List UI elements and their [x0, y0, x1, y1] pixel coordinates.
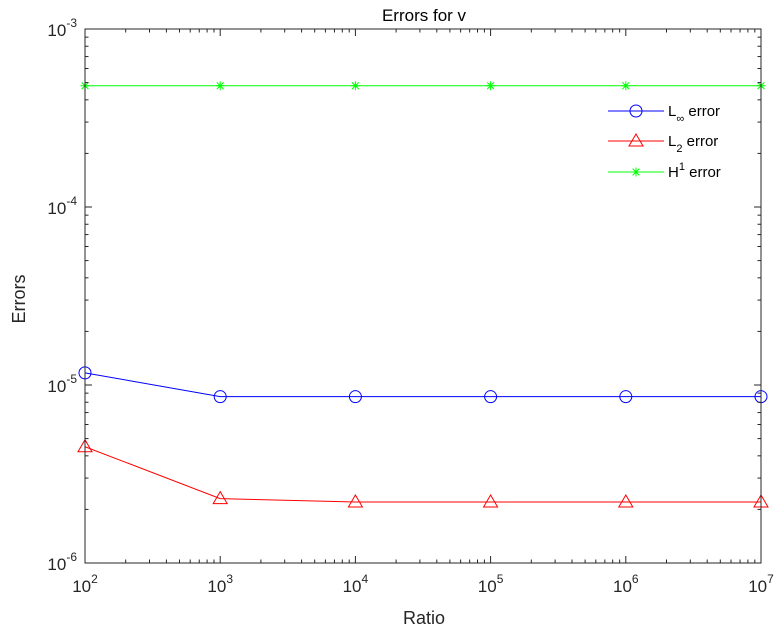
legend-label-2: H1 error — [668, 161, 721, 181]
series-2-point-3 — [486, 81, 496, 91]
legend: L∞ error L2 error H1 error — [608, 103, 721, 181]
y-tick-label-0: 10-6 — [47, 550, 77, 574]
series-line-1 — [84, 446, 761, 503]
series-1-point-4 — [617, 494, 634, 508]
legend-item-0: L∞ error — [608, 103, 720, 125]
series-0-point-2 — [348, 390, 362, 404]
plot-background — [85, 29, 761, 563]
legend-item-1: L2 error — [608, 133, 718, 155]
series-line-0 — [84, 372, 761, 398]
series-0-point-3 — [484, 390, 498, 404]
y-tick-label-2: 10-4 — [47, 194, 77, 218]
legend-item-2: H1 error — [608, 161, 721, 181]
legend-marker-1 — [628, 133, 644, 147]
series-layer — [77, 81, 769, 508]
series-1-point-3 — [482, 494, 499, 508]
series-2-point-2 — [350, 81, 360, 91]
y-tick-label-3: 10-3 — [47, 16, 77, 40]
axes-box — [84, 28, 762, 564]
series-0-point-4 — [619, 390, 633, 404]
y-axis-label: Errors — [9, 275, 29, 324]
series-2-point-4 — [621, 81, 631, 91]
chart-title: Errors for v — [382, 6, 467, 25]
x-tick-label-0: 102 — [72, 572, 98, 596]
x-tick-label-3: 105 — [478, 572, 504, 596]
legend-marker-2 — [631, 167, 641, 177]
y-tick-label-1: 10-5 — [47, 372, 77, 396]
legend-label-1: L2 error — [668, 133, 718, 155]
axes-layer: 10-6 10-5 10-4 10-3 102 103 104 105 106 107 — [47, 16, 774, 596]
series-1-point-1 — [212, 490, 229, 505]
x-tick-label-1: 103 — [207, 572, 233, 596]
x-tick-label-5: 107 — [748, 572, 774, 596]
plot-area — [85, 29, 761, 563]
x-tick-label-4: 106 — [613, 572, 639, 596]
series-1-point-2 — [347, 494, 364, 508]
series-0-point-1 — [213, 390, 227, 404]
series-2-point-1 — [215, 81, 225, 91]
legend-marker-0 — [629, 104, 643, 118]
legend-label-0: L∞ error — [668, 103, 720, 125]
x-axis-label: Ratio — [403, 608, 445, 628]
x-tick-label-2: 104 — [343, 572, 369, 596]
